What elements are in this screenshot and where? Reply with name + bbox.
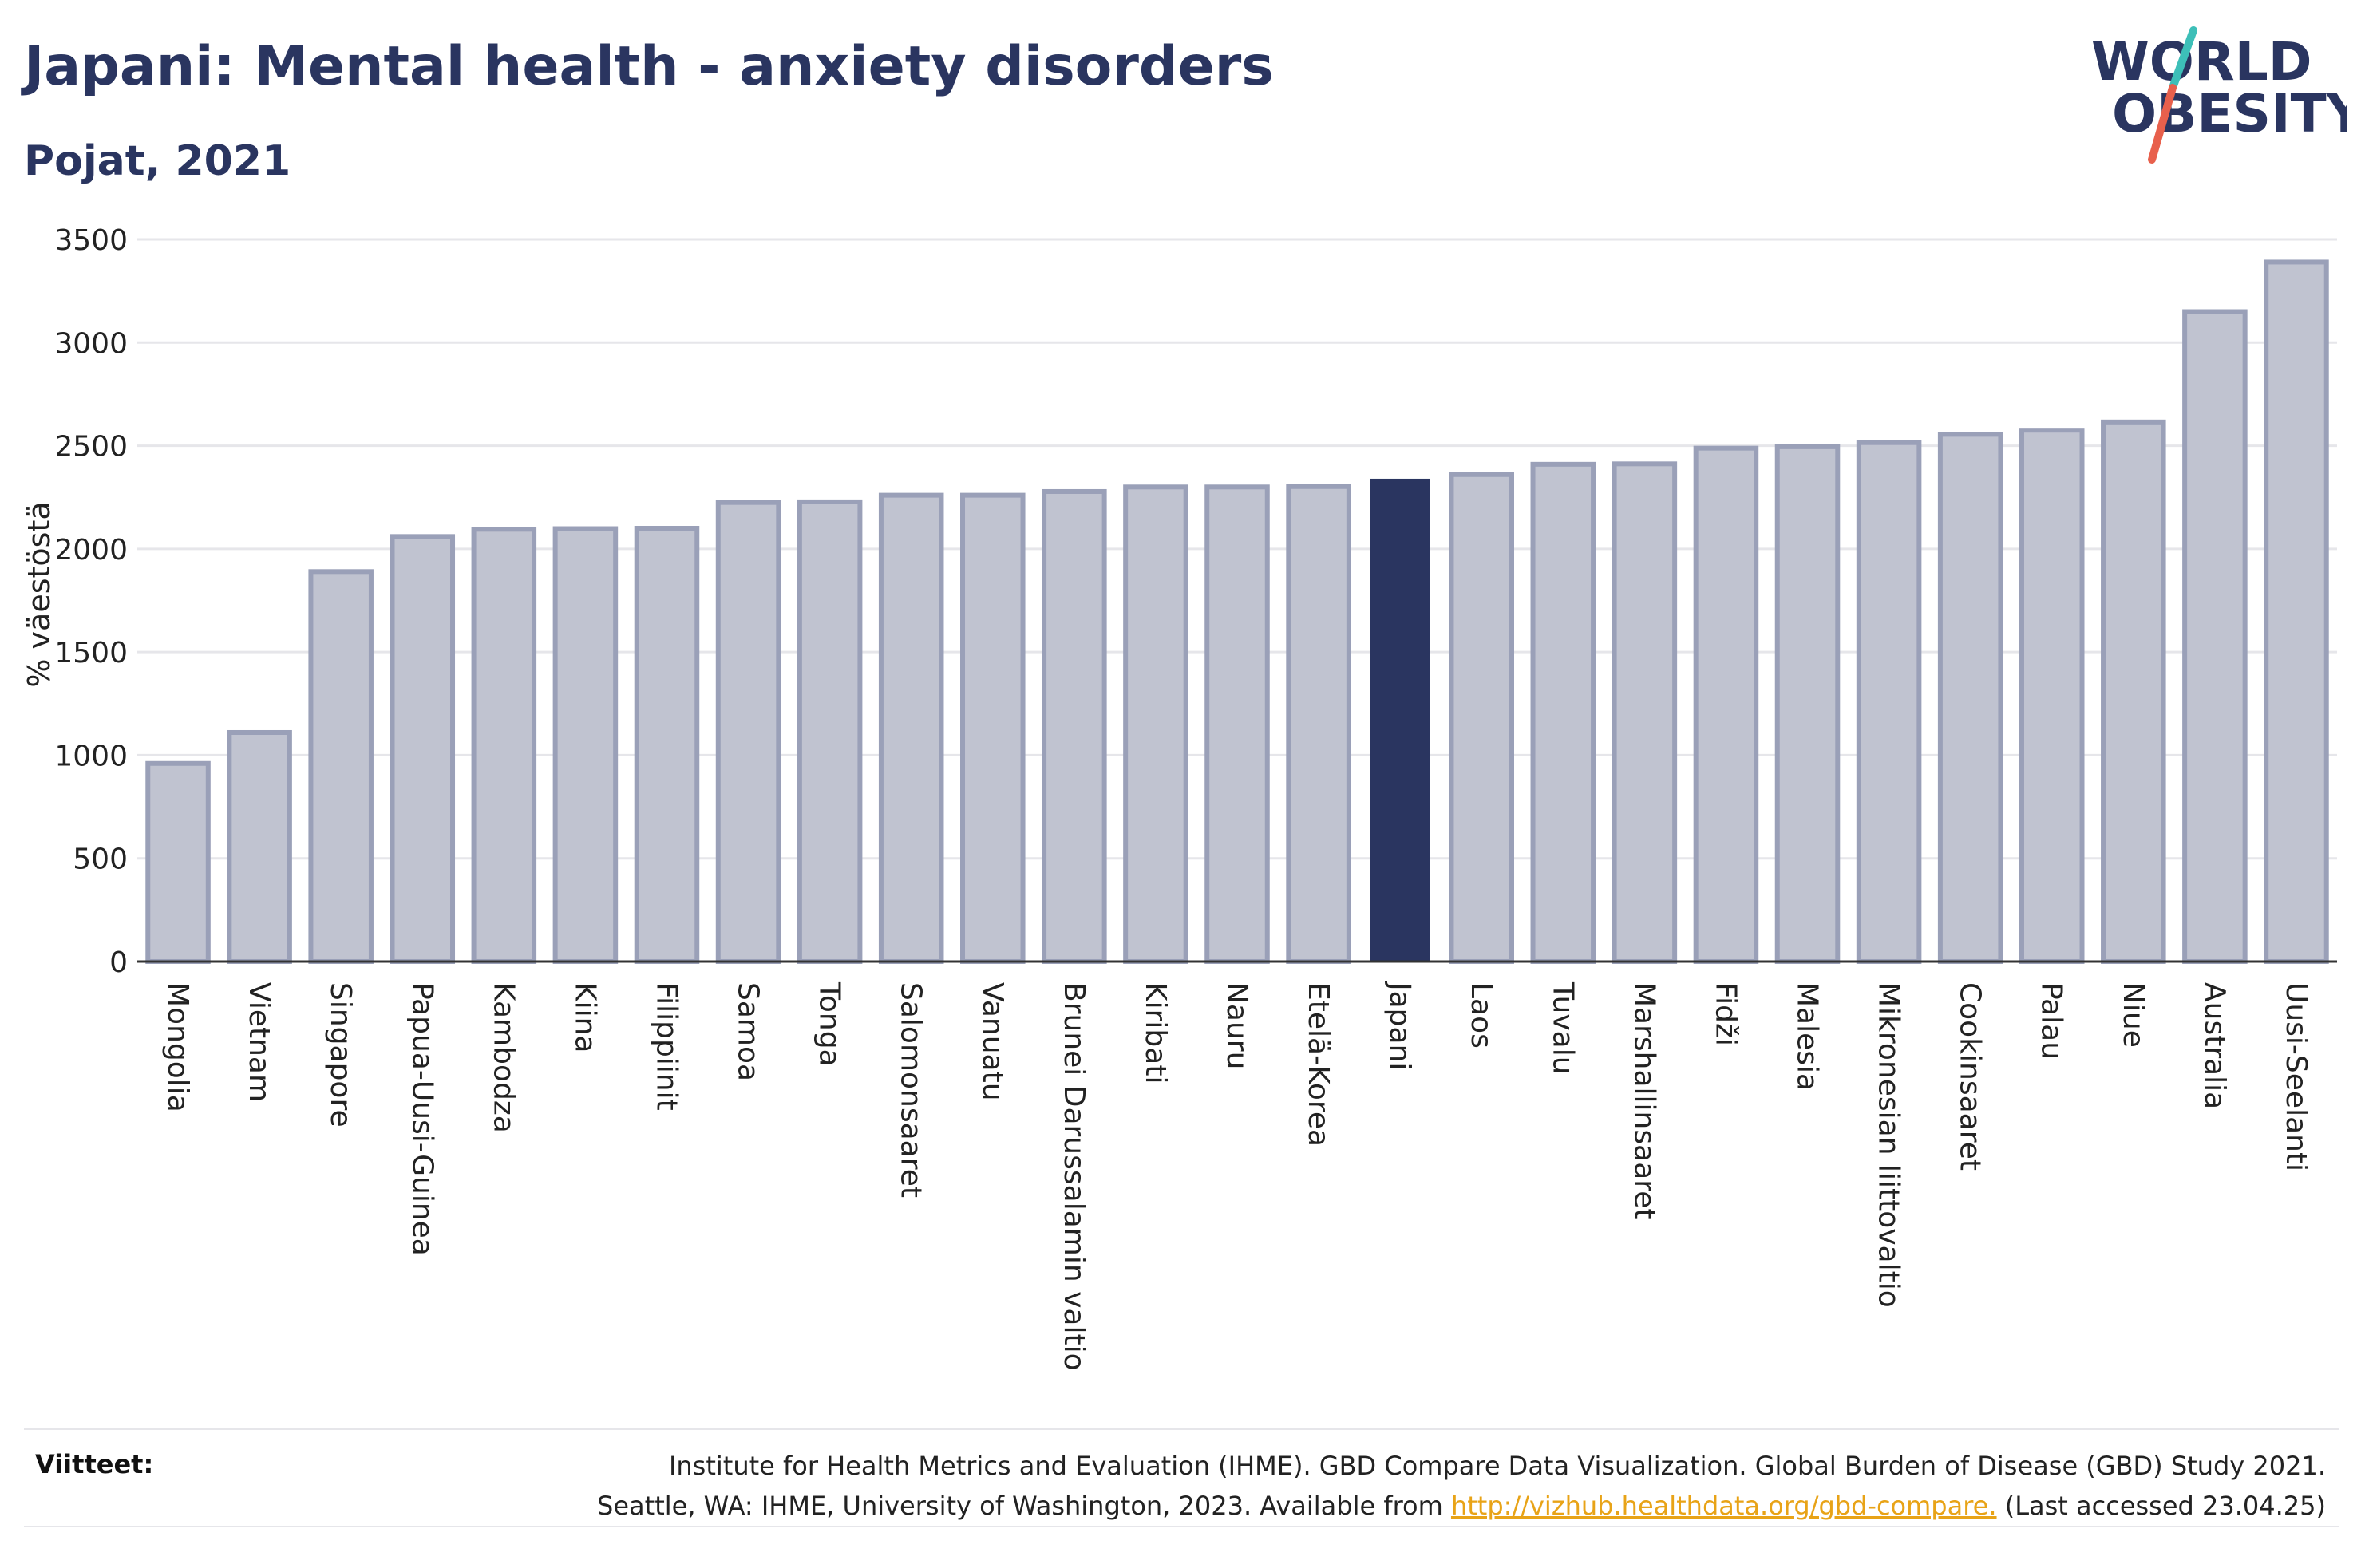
bar <box>2019 428 2085 964</box>
x-category-label: Palau <box>2035 982 2068 1060</box>
x-category-label: Niue <box>2117 982 2149 1048</box>
logo-slash-top <box>2169 26 2197 92</box>
bar <box>227 729 292 964</box>
x-category-label: Filippiinit <box>650 982 682 1111</box>
x-category-label: Fidži <box>1709 982 1742 1046</box>
bar <box>1856 440 1922 964</box>
bar <box>1123 484 1188 964</box>
world-obesity-logo: WORLD OBESITY <box>2091 26 2347 164</box>
x-category-label: Cookinsaaret <box>1954 982 1987 1171</box>
logo-line-2: OBESITY <box>2112 83 2347 144</box>
x-category-label: Uusi-Seelanti <box>2280 982 2312 1171</box>
bar <box>1042 488 1107 964</box>
x-category-label: Salomonsaaret <box>895 982 927 1198</box>
y-tick-label: 2000 <box>54 534 128 567</box>
x-category-label: Kiribati <box>1139 982 1172 1084</box>
x-category-label: Papua-Uusi-Guinea <box>405 982 438 1256</box>
bar <box>1937 432 2003 964</box>
references-text: Institute for Health Metrics and Evaluat… <box>330 1446 2326 1526</box>
y-tick-label: 3500 <box>54 224 128 257</box>
y-tick-label: 1500 <box>54 637 128 669</box>
x-category-label: Tuvalu <box>1546 981 1579 1075</box>
y-axis-label: % väestöstä <box>22 501 57 687</box>
x-category-label: Malesia <box>1791 982 1824 1091</box>
y-tick-label: 0 <box>109 946 128 979</box>
x-category-label: Tonga <box>813 981 846 1067</box>
bar <box>1449 472 1514 964</box>
bar <box>1693 445 1759 964</box>
bar <box>1286 484 1351 964</box>
x-category-label: Singapore <box>324 982 357 1128</box>
bar <box>634 526 700 964</box>
y-tick-labels: 0 500 1000 1500 2000 2500 3000 3500 <box>54 224 128 979</box>
references-line-2: Seattle, WA: IHME, University of Washing… <box>330 1486 2326 1526</box>
bar <box>552 526 619 964</box>
bar <box>390 534 456 964</box>
bar <box>715 500 781 964</box>
bar <box>1612 461 1678 964</box>
x-category-label: Mongolia <box>161 982 194 1112</box>
x-category-label: Kambodza <box>487 982 520 1133</box>
bar-chart: 0 500 1000 1500 2000 2500 3000 3500 Mongolia Vie… <box>22 224 2337 1371</box>
bar <box>145 760 211 964</box>
x-category-label: Mikronesian liittovaltio <box>1873 982 1905 1308</box>
x-category-label: Australia <box>2198 982 2231 1109</box>
y-tick-label: 1000 <box>54 740 128 772</box>
x-category-label: Samoa <box>732 982 765 1081</box>
bar <box>2182 309 2248 964</box>
logo-line-1: WORLD <box>2091 31 2312 93</box>
bar <box>2101 419 2166 964</box>
references-line-2-prefix: Seattle, WA: IHME, University of Washing… <box>597 1491 1451 1521</box>
x-category-label: Kiina <box>568 982 601 1053</box>
references-line-1: Institute for Health Metrics and Evaluat… <box>668 1451 2326 1481</box>
bars <box>145 259 2329 964</box>
bar <box>1204 484 1270 964</box>
x-category-labels: Mongolia Vietnam Singapore Papua-Uusi-Guine… <box>161 981 2312 1371</box>
gbd-compare-link[interactable]: http://vizhub.healthdata.org/gbd-compare… <box>1450 1491 1997 1521</box>
x-category-label: Vanuatu <box>976 982 1009 1101</box>
bar <box>471 527 537 964</box>
x-category-label: Nauru <box>1220 982 1253 1069</box>
bar <box>878 492 944 964</box>
bar <box>2264 259 2329 964</box>
bar <box>797 499 863 964</box>
x-category-label: Etelä-Korea <box>1302 982 1335 1147</box>
logo-slash-bottom <box>2148 84 2177 164</box>
bar <box>1370 478 1430 962</box>
x-category-label: Vietnam <box>243 982 275 1102</box>
footer-divider-bottom <box>24 1526 2339 1527</box>
bar <box>960 492 1026 964</box>
chart-subtitle: Pojat, 2021 <box>24 137 291 185</box>
footer-divider-top <box>24 1428 2339 1430</box>
x-category-label: Laos <box>1465 982 1497 1049</box>
bar <box>1530 461 1596 964</box>
y-tick-label: 500 <box>73 843 128 876</box>
chart-title: Japani: Mental health - anxiety disorder… <box>24 35 1274 98</box>
bar <box>308 569 374 964</box>
references-line-2-suffix: (Last accessed 23.04.25) <box>1996 1491 2326 1521</box>
references-label: Viitteet: <box>35 1449 154 1479</box>
x-category-label: Marshallinsaaret <box>1627 982 1660 1220</box>
x-category-label: Brunei Darussalamin valtio <box>1058 982 1090 1371</box>
y-tick-label: 3000 <box>54 327 128 360</box>
x-category-label: Japani <box>1383 981 1416 1070</box>
y-tick-label: 2500 <box>54 431 128 464</box>
bar <box>1774 444 1841 964</box>
